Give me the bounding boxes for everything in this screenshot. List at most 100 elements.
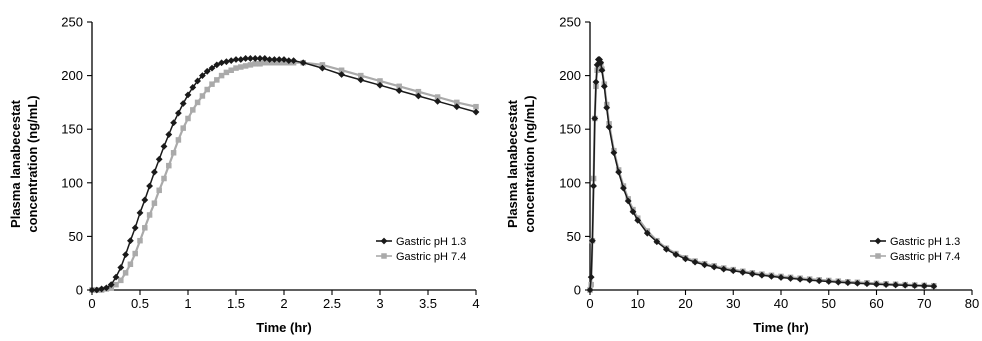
right-data-point bbox=[691, 258, 699, 266]
left-data-point bbox=[299, 59, 307, 67]
right-data-point bbox=[701, 261, 708, 269]
left-legend-label: Gastric pH 1.3 bbox=[396, 236, 466, 248]
right-x-tick-label: 30 bbox=[726, 296, 740, 311]
right-data-point bbox=[739, 268, 747, 276]
right-x-axis-title: Time (hr) bbox=[753, 320, 808, 335]
left-data-point bbox=[88, 286, 96, 294]
left-x-tick-label: 4 bbox=[472, 296, 479, 311]
left-data-point bbox=[453, 103, 461, 111]
right-data-point bbox=[854, 279, 861, 287]
left-x-tick-label: 2.5 bbox=[323, 296, 341, 311]
right-data-point bbox=[605, 123, 613, 131]
left-data-point bbox=[112, 273, 120, 281]
left-x-axis-title: Time (hr) bbox=[256, 320, 311, 335]
left-x-tick-label: 1.5 bbox=[227, 296, 245, 311]
left-x-tick-label: 0 bbox=[88, 296, 95, 311]
left-data-point bbox=[472, 108, 480, 116]
left-data-point bbox=[141, 196, 149, 204]
left-x-tick-label: 3.5 bbox=[419, 296, 437, 311]
right-legend-marker bbox=[875, 253, 881, 259]
left-data-point bbox=[377, 78, 383, 84]
right-data-point bbox=[710, 263, 718, 271]
left-data-point bbox=[271, 56, 278, 63]
right-y-axis-title-line: concentration (ng/mL) bbox=[522, 95, 537, 232]
left-x-tick-label: 1 bbox=[184, 296, 191, 311]
left-chart: 0 0.5 1 1.5 2 2.5 3 3.5 4 0 50 100 150 200 250 Time (hr… bbox=[8, 15, 480, 336]
left-data-point bbox=[127, 237, 134, 245]
left-data-point bbox=[132, 250, 138, 257]
left-data-point bbox=[151, 168, 158, 176]
left-data-point bbox=[131, 224, 139, 232]
left-data-point bbox=[473, 103, 479, 110]
left-data-point bbox=[194, 99, 201, 106]
left-legend-label: Gastric pH 7.4 bbox=[396, 251, 466, 263]
right-data-point bbox=[597, 59, 605, 67]
right-data-point bbox=[620, 184, 627, 192]
left-data-point bbox=[190, 107, 196, 113]
left-data-point bbox=[160, 142, 168, 150]
right-data-point bbox=[590, 182, 597, 190]
left-data-point bbox=[199, 93, 206, 99]
left-data-point bbox=[122, 251, 129, 259]
left-x-tick-label: 2 bbox=[280, 296, 287, 311]
left-data-point bbox=[185, 115, 191, 122]
left-data-point bbox=[113, 281, 119, 288]
left-data-point bbox=[166, 162, 172, 169]
left-data-point bbox=[142, 225, 148, 231]
left-data-point bbox=[285, 57, 293, 64]
left-data-point bbox=[175, 109, 182, 117]
right-data-point bbox=[634, 216, 642, 224]
right-x-tick-label: 20 bbox=[678, 296, 692, 311]
left-data-point bbox=[117, 264, 125, 271]
left-data-point bbox=[247, 62, 254, 68]
left-data-point bbox=[290, 57, 297, 64]
left-data-point bbox=[256, 55, 264, 62]
right-data-point bbox=[815, 277, 823, 285]
left-series-ph-1-3 bbox=[88, 55, 480, 294]
right-data-point bbox=[930, 282, 938, 290]
left-data-point bbox=[228, 67, 234, 73]
right-data-point bbox=[615, 168, 623, 176]
right-data-point bbox=[629, 208, 637, 216]
left-data-point bbox=[107, 281, 115, 289]
right-data-point bbox=[920, 282, 928, 290]
left-data-point bbox=[434, 94, 441, 100]
left-data-point bbox=[98, 285, 105, 293]
right-data-point bbox=[758, 271, 766, 279]
left-data-point bbox=[204, 86, 210, 93]
left-data-point bbox=[238, 64, 244, 70]
left-x-tick-label: 3 bbox=[376, 296, 383, 311]
right-series-ph-7-4 bbox=[587, 59, 937, 293]
right-data-point bbox=[598, 66, 606, 74]
right-data-point bbox=[643, 229, 651, 237]
left-data-point bbox=[257, 61, 263, 67]
right-x-tick-label: 0 bbox=[586, 296, 593, 311]
left-data-point bbox=[213, 61, 221, 69]
right-data-point bbox=[911, 282, 919, 290]
left-data-point bbox=[170, 150, 177, 156]
right-data-point bbox=[663, 245, 670, 253]
right-series-ph-1-3 bbox=[586, 56, 938, 294]
left-data-point bbox=[218, 59, 225, 67]
left-data-point bbox=[242, 63, 249, 69]
left-data-point bbox=[280, 56, 288, 63]
right-data-point bbox=[682, 255, 689, 263]
left-data-point bbox=[242, 55, 249, 62]
left-data-point bbox=[151, 200, 158, 206]
left-data-point bbox=[376, 81, 384, 89]
right-data-point bbox=[610, 149, 618, 157]
left-data-point bbox=[93, 286, 101, 294]
left-data-point bbox=[266, 56, 273, 63]
left-data-point bbox=[184, 91, 192, 99]
right-data-point bbox=[587, 273, 595, 281]
right-data-point bbox=[586, 286, 594, 294]
right-x-tick-label: 80 bbox=[965, 296, 979, 311]
left-legend-marker bbox=[381, 253, 387, 259]
right-data-point bbox=[768, 272, 775, 280]
right-x-tick-label: 50 bbox=[822, 296, 836, 311]
left-data-point bbox=[136, 209, 144, 217]
right-y-tick-label: 0 bbox=[574, 283, 581, 298]
left-data-point bbox=[247, 55, 254, 62]
left-data-point bbox=[251, 55, 259, 62]
